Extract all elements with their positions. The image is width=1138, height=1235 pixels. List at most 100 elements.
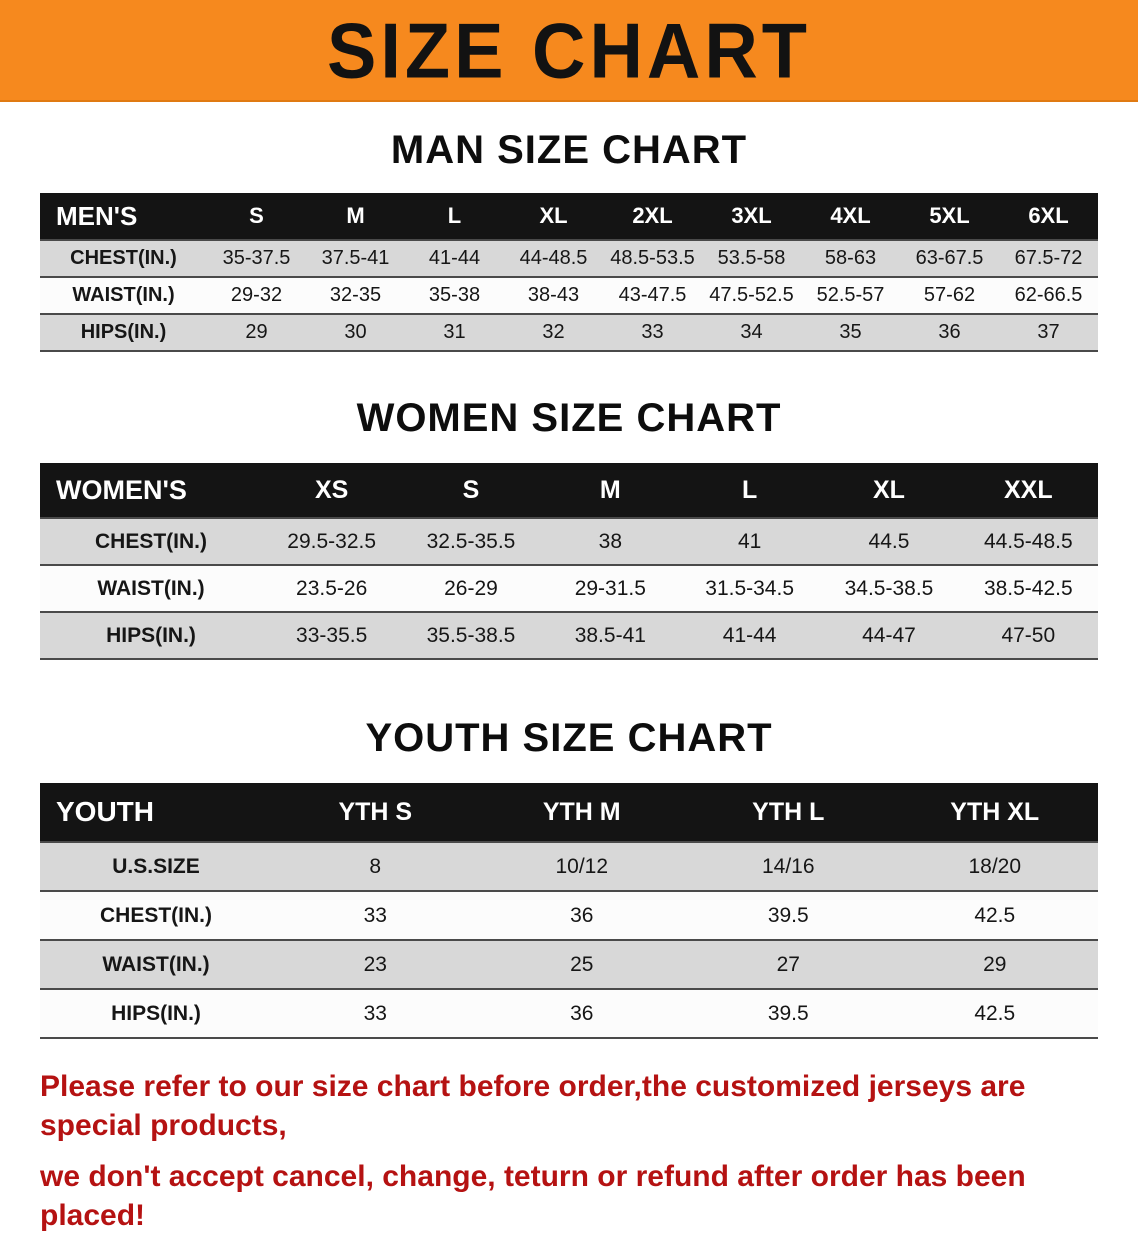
- header-size-cell: 4XL: [801, 193, 900, 240]
- value-cell: 26-29: [401, 564, 541, 613]
- section-heading: MAN SIZE CHART: [390, 128, 748, 172]
- value-cell: 33-35.5: [262, 611, 402, 660]
- section-heading: YOUTH SIZE CHART: [365, 716, 773, 760]
- row-label-cell: WAIST(IN.): [40, 564, 262, 613]
- table-row: WAIST(IN.) 23.5-26 26-29 29-31.5 31.5-34.5 34…: [40, 564, 1098, 613]
- value-cell: 42.5: [891, 988, 1098, 1039]
- footer-note: Please refer to our size chart before or…: [40, 1067, 1100, 1235]
- size-table-body: CHEST(IN.) 29.5-32.5 32.5-35.5 38 41 44.5 44.5…: [40, 517, 1098, 660]
- value-cell: 36: [900, 313, 999, 352]
- header-size-cell: L: [405, 193, 504, 240]
- value-cell: 23.5-26: [262, 564, 402, 613]
- value-cell: 25: [478, 939, 685, 990]
- value-cell: 29: [207, 313, 306, 352]
- value-cell: 58-63: [801, 239, 900, 278]
- value-cell: 37.5-41: [306, 239, 405, 278]
- value-cell: 36: [478, 890, 685, 941]
- footer-note-line2: we don't accept cancel, change, teturn o…: [40, 1160, 1026, 1232]
- row-label-cell: WAIST(IN.): [40, 276, 207, 315]
- header-label-cell: YOUTH: [40, 783, 272, 842]
- size-table-body: U.S.SIZE 8 10/12 14/16 18/20 CHEST(IN.) 33 36 39…: [40, 841, 1098, 1039]
- value-cell: 35-38: [405, 276, 504, 315]
- value-cell: 38.5-41: [540, 611, 680, 660]
- value-cell: 31: [405, 313, 504, 352]
- table-row: CHEST(IN.) 29.5-32.5 32.5-35.5 38 41 44.5 44.5…: [40, 517, 1098, 566]
- header-size-cell: YTH L: [685, 783, 892, 842]
- value-cell: 32-35: [306, 276, 405, 315]
- value-cell: 48.5-53.5: [603, 239, 702, 278]
- table-row: CHEST(IN.) 33 36 39.5 42.5: [40, 890, 1098, 941]
- value-cell: 43-47.5: [603, 276, 702, 315]
- header-size-cell: M: [306, 193, 405, 240]
- value-cell: 33: [272, 988, 479, 1039]
- size-table-head: YOUTH YTH S YTH M YTH L YTH XL: [40, 783, 1098, 842]
- value-cell: 8: [272, 841, 479, 892]
- value-cell: 29: [891, 939, 1098, 990]
- table-row: WAIST(IN.) 29-32 32-35 35-38 38-43 43-47.5 47.…: [40, 276, 1098, 315]
- value-cell: 53.5-58: [702, 239, 801, 278]
- value-cell: 62-66.5: [999, 276, 1098, 315]
- header-row: WOMEN'S XS S M L XL XXL: [40, 463, 1098, 518]
- size-table: WOMEN'S XS S M L XL XXL CHEST(IN.) 29.5-32.5 32.5…: [40, 463, 1098, 660]
- header-row: MEN'S S M L XL 2XL 3XL 4XL 5XL 6XL: [40, 193, 1098, 240]
- row-label-cell: HIPS(IN.): [40, 988, 272, 1039]
- value-cell: 38: [540, 517, 680, 566]
- size-chart-section: MAN SIZE CHART MEN'S S M L XL 2XL 3XL 4XL 5XL 6XL C…: [0, 128, 1138, 352]
- value-cell: 41: [679, 517, 820, 566]
- value-cell: 41-44: [679, 611, 820, 660]
- value-cell: 34: [702, 313, 801, 352]
- row-label-cell: CHEST(IN.): [40, 517, 262, 566]
- row-label-cell: HIPS(IN.): [40, 611, 262, 660]
- value-cell: 36: [478, 988, 685, 1039]
- value-cell: 44-48.5: [504, 239, 603, 278]
- value-cell: 63-67.5: [900, 239, 999, 278]
- value-cell: 44.5-48.5: [958, 517, 1098, 566]
- value-cell: 29.5-32.5: [262, 517, 402, 566]
- header-size-cell: XS: [262, 463, 402, 518]
- header-size-cell: L: [679, 463, 820, 518]
- size-table-head: MEN'S S M L XL 2XL 3XL 4XL 5XL 6XL: [40, 193, 1098, 240]
- table-row: HIPS(IN.) 33-35.5 35.5-38.5 38.5-41 41-44 44-…: [40, 611, 1098, 660]
- value-cell: 35-37.5: [207, 239, 306, 278]
- header-size-cell: YTH XL: [891, 783, 1098, 842]
- header-size-cell: M: [540, 463, 680, 518]
- value-cell: 44-47: [819, 611, 959, 660]
- value-cell: 38-43: [504, 276, 603, 315]
- row-label-cell: U.S.SIZE: [40, 841, 272, 892]
- table-row: HIPS(IN.) 33 36 39.5 42.5: [40, 988, 1098, 1039]
- value-cell: 31.5-34.5: [679, 564, 820, 613]
- header-size-cell: YTH S: [272, 783, 479, 842]
- header-label-cell: WOMEN'S: [40, 463, 262, 518]
- header-size-cell: XXL: [958, 463, 1098, 518]
- value-cell: 32: [504, 313, 603, 352]
- value-cell: 37: [999, 313, 1098, 352]
- value-cell: 42.5: [891, 890, 1098, 941]
- row-label-cell: CHEST(IN.): [40, 890, 272, 941]
- row-label-cell: CHEST(IN.): [40, 239, 207, 278]
- row-label-cell: WAIST(IN.): [40, 939, 272, 990]
- value-cell: 27: [685, 939, 892, 990]
- header-size-cell: 6XL: [999, 193, 1098, 240]
- value-cell: 39.5: [685, 988, 892, 1039]
- value-cell: 67.5-72: [999, 239, 1098, 278]
- size-table: MEN'S S M L XL 2XL 3XL 4XL 5XL 6XL CHEST(IN.) 35-37…: [40, 193, 1098, 352]
- value-cell: 32.5-35.5: [401, 517, 541, 566]
- banner-title: SIZE CHART: [327, 6, 811, 94]
- value-cell: 41-44: [405, 239, 504, 278]
- value-cell: 34.5-38.5: [819, 564, 959, 613]
- table-row: CHEST(IN.) 35-37.5 37.5-41 41-44 44-48.5 48.5…: [40, 239, 1098, 278]
- header-size-cell: 5XL: [900, 193, 999, 240]
- value-cell: 52.5-57: [801, 276, 900, 315]
- size-table-body: CHEST(IN.) 35-37.5 37.5-41 41-44 44-48.5 48.5…: [40, 239, 1098, 352]
- header-size-cell: XL: [504, 193, 603, 240]
- row-label-cell: HIPS(IN.): [40, 313, 207, 352]
- footer-note-line1: Please refer to our size chart before or…: [40, 1070, 1026, 1142]
- size-chart-section: WOMEN SIZE CHART WOMEN'S XS S M L XL XXL CHEST(I…: [0, 396, 1138, 660]
- header-size-cell: 2XL: [603, 193, 702, 240]
- value-cell: 47.5-52.5: [702, 276, 801, 315]
- header-size-cell: YTH M: [478, 783, 685, 842]
- table-row: WAIST(IN.) 23 25 27 29: [40, 939, 1098, 990]
- value-cell: 10/12: [478, 841, 685, 892]
- banner: SIZE CHART: [0, 0, 1138, 102]
